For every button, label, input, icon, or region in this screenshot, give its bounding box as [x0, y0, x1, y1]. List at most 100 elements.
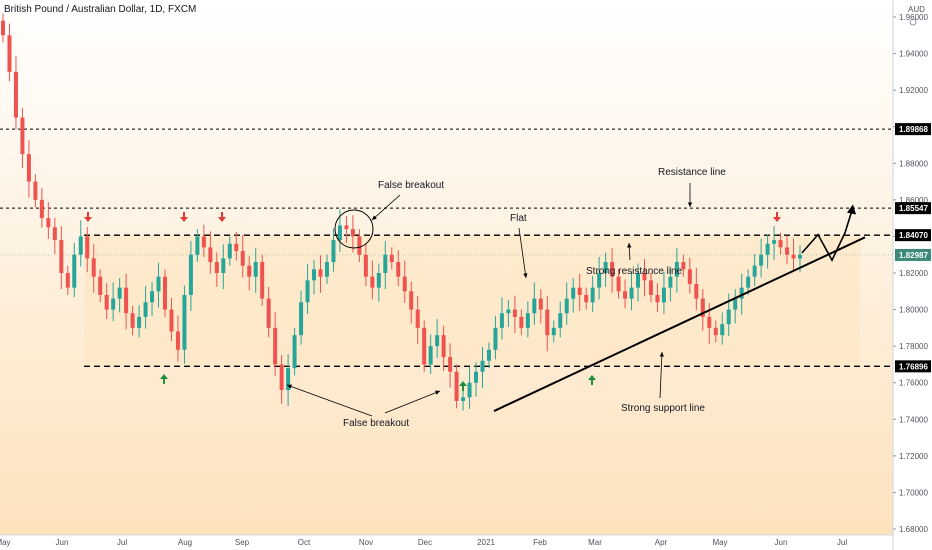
x-tick-label: Nov	[359, 538, 373, 547]
candle-body	[137, 316, 142, 328]
candle-body	[623, 291, 628, 299]
candle-body	[791, 254, 796, 259]
annotation-label: Flat	[510, 213, 527, 224]
candle-body	[506, 309, 511, 314]
candle-body	[111, 298, 116, 310]
candle-body	[273, 327, 278, 365]
candle-body	[448, 357, 453, 372]
candle-body	[350, 229, 355, 237]
candle-body	[467, 382, 472, 398]
signal-arrow-down	[218, 212, 226, 222]
arrow-up-head	[160, 374, 168, 379]
x-tick-label: Jul	[837, 538, 847, 547]
candle-body	[117, 287, 122, 299]
candle-body	[98, 276, 103, 295]
annotation-label: Resistance line	[658, 167, 726, 178]
price-level-label-bg	[895, 123, 931, 136]
candle-body	[312, 269, 317, 281]
candle-body	[668, 276, 673, 288]
symbol-title: British Pound / Australian Dollar, 1D, F…	[4, 4, 197, 15]
x-tick-label: Apr	[655, 538, 668, 547]
candle-body	[65, 273, 70, 288]
candle-body	[91, 258, 96, 277]
candle-body	[752, 265, 757, 277]
y-tick-label: 1.96000	[899, 13, 928, 22]
candle-body	[363, 254, 368, 277]
price-level-label: 1.76896	[899, 362, 928, 371]
candle-body	[610, 262, 615, 277]
strong-resistance-pointer-head	[627, 243, 632, 248]
candle-body	[772, 240, 777, 244]
annotation-label: False breakout	[343, 418, 409, 429]
candle-body	[104, 294, 109, 310]
candle-body	[182, 294, 187, 350]
candle-body	[337, 225, 342, 241]
candle-body	[428, 346, 433, 365]
y-tick-label: 1.82000	[899, 269, 928, 278]
annotation-label: Strong resistance line	[586, 266, 683, 277]
candle-body	[474, 371, 479, 383]
candle-body	[454, 371, 459, 401]
candle-body	[700, 298, 705, 317]
candle-body	[169, 309, 174, 332]
candle-body	[318, 269, 323, 277]
candle-body	[253, 262, 258, 277]
y-tick-label: 1.86000	[899, 196, 928, 205]
candle-body	[674, 262, 679, 277]
arrow-down-head	[218, 217, 226, 222]
candle-body	[603, 262, 608, 273]
signal-arrow-down	[773, 212, 781, 222]
support-trendline	[493, 236, 866, 412]
arrow-up-head	[588, 375, 596, 380]
signal-arrow-down	[180, 212, 188, 222]
arrow-down-head	[773, 217, 781, 222]
arrow-down-head	[180, 217, 188, 222]
candle-body	[545, 309, 550, 336]
candle-body	[564, 298, 569, 314]
y-tick-label: 1.92000	[899, 86, 928, 95]
candle-body	[661, 287, 666, 303]
candle-body	[389, 254, 394, 263]
candle-body	[20, 117, 25, 155]
candle-body	[46, 218, 51, 228]
candle-body	[707, 316, 712, 328]
flat-pointer-head	[523, 273, 528, 278]
candle-body	[616, 276, 621, 292]
candle-body	[162, 276, 167, 310]
x-tick-label: Oct	[298, 538, 311, 547]
candle-body	[201, 236, 206, 248]
y-tick-label: 1.78000	[899, 342, 928, 351]
y-tick-label: 1.70000	[899, 488, 928, 497]
gear-icon	[909, 18, 917, 26]
candle-body	[214, 262, 219, 273]
candle-body	[525, 313, 530, 328]
candle-body	[247, 265, 252, 277]
candle-body	[1, 20, 5, 36]
candle-body	[143, 302, 148, 317]
signal-arrow-up	[459, 381, 467, 391]
candle-body	[558, 313, 563, 328]
candle-body	[493, 327, 498, 350]
projection-arrowhead	[847, 204, 856, 215]
false-breakout-right-pointer	[384, 390, 441, 414]
candle-body	[713, 327, 718, 336]
candle-body	[33, 181, 38, 200]
last-price-label-bg	[895, 248, 931, 261]
candle-body	[39, 199, 44, 219]
x-tick-label: Jun	[775, 538, 788, 547]
candle-body	[422, 327, 427, 365]
false-breakout-right-pointer-head	[435, 390, 440, 395]
resistance-pointer-head	[687, 202, 693, 207]
candle-body	[648, 280, 653, 295]
candle-body	[571, 287, 576, 299]
candle-body	[577, 287, 582, 295]
candle-body	[234, 243, 239, 252]
candle-body	[720, 324, 725, 336]
candle-body	[435, 335, 440, 347]
y-tick-label: 1.80000	[899, 306, 928, 315]
candle-body	[59, 240, 64, 273]
candle-body	[629, 287, 634, 299]
candle-body	[785, 247, 790, 255]
false-breakout-left-pointer-head	[287, 384, 292, 389]
y-tick-label: 1.88000	[899, 159, 928, 168]
